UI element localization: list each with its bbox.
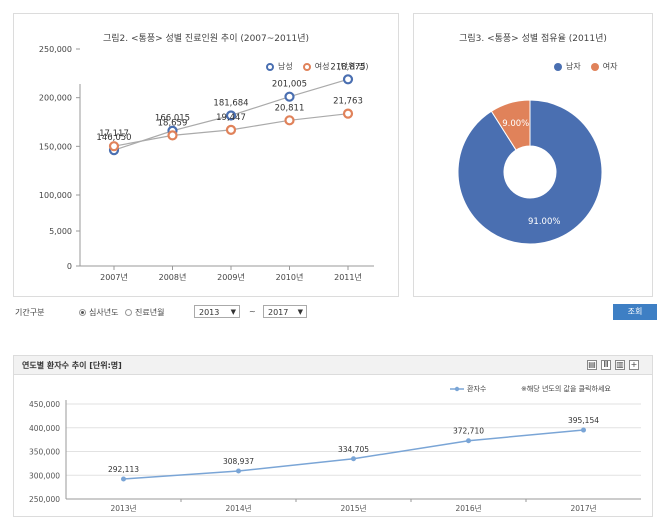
patient-point[interactable] xyxy=(466,438,471,444)
gender-trend-legend: 남성 여성 (단위:명) xyxy=(266,61,369,72)
x-tick-label: 2009년 xyxy=(217,272,245,282)
patient-legend: 환자수 xyxy=(450,384,486,394)
male-data-label: 146,050 xyxy=(96,133,131,143)
male-legend-icon xyxy=(266,62,274,71)
unit-label: (단위:명) xyxy=(337,62,369,71)
chevron-down-icon: ▼ xyxy=(297,308,303,316)
female-point xyxy=(167,130,178,141)
patient-trend-title: 연도별 환자수 추이 [단위:명] xyxy=(22,361,122,370)
patient-data-label: 395,154 xyxy=(568,416,599,425)
y-tick-label: 5,000 xyxy=(49,227,72,236)
column-chart-icon[interactable]: ▥ xyxy=(615,360,625,370)
patient-point[interactable] xyxy=(121,476,126,482)
patient-point[interactable] xyxy=(581,427,586,433)
click-note: ※해당 년도의 값을 클릭하세요 xyxy=(521,385,611,393)
x-tick-label: 2016년 xyxy=(456,503,482,513)
female-point xyxy=(225,124,237,135)
patient-point[interactable] xyxy=(236,468,241,474)
x-tick-label: 2011년 xyxy=(334,272,362,282)
female-data-label: 19,447 xyxy=(216,113,246,123)
y-tick-label: 200,000 xyxy=(39,94,72,103)
male-data-label: 201,005 xyxy=(272,80,307,90)
y-tick-label: 250,000 xyxy=(39,45,72,54)
to-year-select[interactable]: 2017 ▼ xyxy=(263,305,307,318)
period-label: 기간구분 xyxy=(15,308,45,317)
y-tick-label: 300,000 xyxy=(29,471,60,480)
from-year-select[interactable]: 2013 ▼ xyxy=(194,305,240,318)
female-share-legend-icon xyxy=(590,62,599,71)
female-point xyxy=(284,115,295,126)
expand-icon[interactable]: + xyxy=(629,360,639,370)
male-point xyxy=(284,91,295,102)
male-slice xyxy=(457,99,603,245)
male-slice-label: 91.00% xyxy=(528,217,560,227)
gender-share-donut: 91.00% 9.00% xyxy=(457,99,603,245)
x-tick-label: 2014년 xyxy=(226,503,252,513)
male-data-label: 218,875 xyxy=(330,62,365,72)
female-legend-label: 여성 xyxy=(314,62,330,71)
y-tick-label: 150,000 xyxy=(39,142,72,151)
y-tick-label: 350,000 xyxy=(29,448,60,457)
female-legend-icon xyxy=(302,62,311,71)
to-year-value: 2017 xyxy=(268,308,289,317)
y-tick-label: 450,000 xyxy=(29,400,60,409)
option-treatment-month[interactable]: 진료년월 xyxy=(125,307,164,318)
search-button[interactable]: 조회 xyxy=(613,304,657,320)
female-point xyxy=(108,141,120,152)
from-year-value: 2013 xyxy=(199,308,220,317)
patient-data-label: 334,705 xyxy=(338,445,369,454)
patient-series-line xyxy=(123,429,584,480)
treatment-month-radio[interactable] xyxy=(125,309,132,316)
female-data-label: 18,659 xyxy=(158,118,188,128)
patient-trend-header: 연도별 환자수 추이 [단위:명] ▤ Ⅲ ▥ + xyxy=(14,356,652,375)
male-share-legend-label: 남자 xyxy=(566,62,581,71)
y-tick-label: 250,000 xyxy=(29,495,60,504)
x-tick-label: 2017년 xyxy=(571,503,597,513)
treatment-month-label: 진료년월 xyxy=(135,308,165,317)
x-tick-label: 2010년 xyxy=(276,272,304,282)
female-share-legend-label: 여자 xyxy=(602,62,618,71)
review-year-radio[interactable] xyxy=(79,309,86,316)
patient-point[interactable] xyxy=(351,456,356,462)
chevron-down-icon: ▼ xyxy=(230,308,236,316)
patient-trend-panel: 연도별 환자수 추이 [단위:명] ▤ Ⅲ ▥ + 환자수 ※해당 년도의 값을… xyxy=(13,355,653,517)
gender-share-panel: 그림3. <통풍> 성별 점유율 (2011년) 남자 여자 91.00% 9.0… xyxy=(413,13,653,297)
gender-share-legend: 남자 여자 xyxy=(554,61,617,72)
patient-data-label: 292,113 xyxy=(108,465,139,474)
male-data-label: 166,015 xyxy=(155,114,190,124)
male-legend-label: 남성 xyxy=(278,62,293,71)
y-tick-label: 100,000 xyxy=(39,191,72,200)
range-tilde: ~ xyxy=(249,307,256,316)
male-point xyxy=(342,74,354,85)
x-tick-label: 2007년 xyxy=(100,272,128,282)
period-filter-bar: 기간구분 심사년도 진료년월 2013 ▼ ~ 2017 ▼ 조회 xyxy=(13,303,657,325)
female-slice xyxy=(490,99,531,151)
patient-trend-chart: 450,000 400,000 350,000 300,000 250,000 2013년… xyxy=(29,400,641,513)
table-view-icon[interactable]: ▤ xyxy=(587,360,597,370)
female-data-label: 21,763 xyxy=(333,97,363,107)
male-data-label: 181,684 xyxy=(213,98,248,108)
bar-chart-icon[interactable]: Ⅲ xyxy=(601,360,611,370)
option-review-year[interactable]: 심사년도 xyxy=(79,307,118,318)
gender-trend-panel: 그림2. <통풍> 성별 진료인원 추이 (2007~2011년) 남성 여성 … xyxy=(13,13,399,297)
male-point xyxy=(225,110,237,121)
female-data-label: 17,117 xyxy=(99,129,129,139)
gender-trend-chart: 250,000 200,000 150,000 100,000 5,000 0 2007년 2… xyxy=(39,45,374,282)
gender-share-title: 그림3. <통풍> 성별 점유율 (2011년) xyxy=(459,34,607,44)
male-share-legend-icon xyxy=(554,62,562,71)
x-tick-label: 2008년 xyxy=(159,272,187,282)
x-tick-label: 2013년 xyxy=(111,503,137,513)
y-tick-label: 0 xyxy=(67,262,72,271)
patient-data-label: 308,937 xyxy=(223,457,254,466)
female-slice-label: 9.00% xyxy=(502,119,529,129)
patient-data-label: 372,710 xyxy=(453,427,484,436)
review-year-label: 심사년도 xyxy=(89,308,119,317)
gender-trend-title: 그림2. <통풍> 성별 진료인원 추이 (2007~2011년) xyxy=(103,34,309,44)
patient-legend-label: 환자수 xyxy=(467,385,487,393)
patient-legend-icon xyxy=(450,386,464,392)
y-tick-label: 400,000 xyxy=(29,424,60,433)
female-data-label: 20,811 xyxy=(275,103,305,113)
x-tick-label: 2015년 xyxy=(341,503,367,513)
female-point xyxy=(342,108,354,119)
